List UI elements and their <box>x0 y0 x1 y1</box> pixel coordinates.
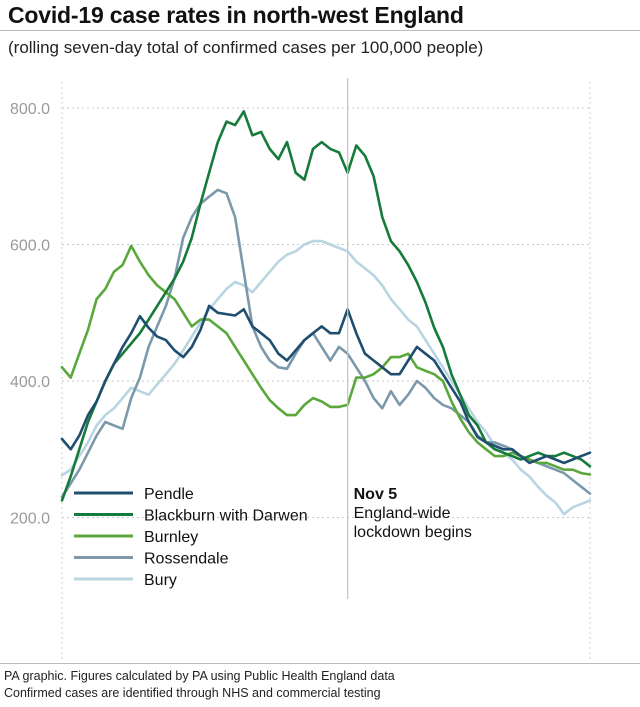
y-tick-label: 200.0 <box>10 511 50 528</box>
y-tick-label: 800.0 <box>10 101 50 118</box>
legend-label-bury: Bury <box>144 572 177 589</box>
y-tick-label: 400.0 <box>10 374 50 391</box>
legend-label-blackburn-with-darwen: Blackburn with Darwen <box>144 508 308 525</box>
legend-label-pendle: Pendle <box>144 486 194 503</box>
series-line-burnley <box>60 244 592 476</box>
series-line-pendle <box>60 304 592 465</box>
legend-label-burnley: Burnley <box>144 529 198 546</box>
annotation-line2: lockdown begins <box>354 524 472 541</box>
footer-source: PA graphic. Figures calculated by PA usi… <box>4 669 395 683</box>
y-tick-label: 600.0 <box>10 238 50 255</box>
bottom-divider <box>0 663 640 664</box>
chart-subtitle: (rolling seven-day total of confirmed ca… <box>8 38 484 57</box>
footer-note: Confirmed cases are identified through N… <box>4 686 381 700</box>
top-divider <box>0 30 640 31</box>
legend-label-rossendale: Rossendale <box>144 551 229 568</box>
chart-title: Covid-19 case rates in north-west Englan… <box>8 2 464 28</box>
annotation-date: Nov 5 <box>354 486 398 503</box>
annotation-line1: England-wide <box>354 505 451 522</box>
series-line-rossendale <box>60 188 592 499</box>
series-line-blackburn-with-darwen <box>60 110 592 502</box>
